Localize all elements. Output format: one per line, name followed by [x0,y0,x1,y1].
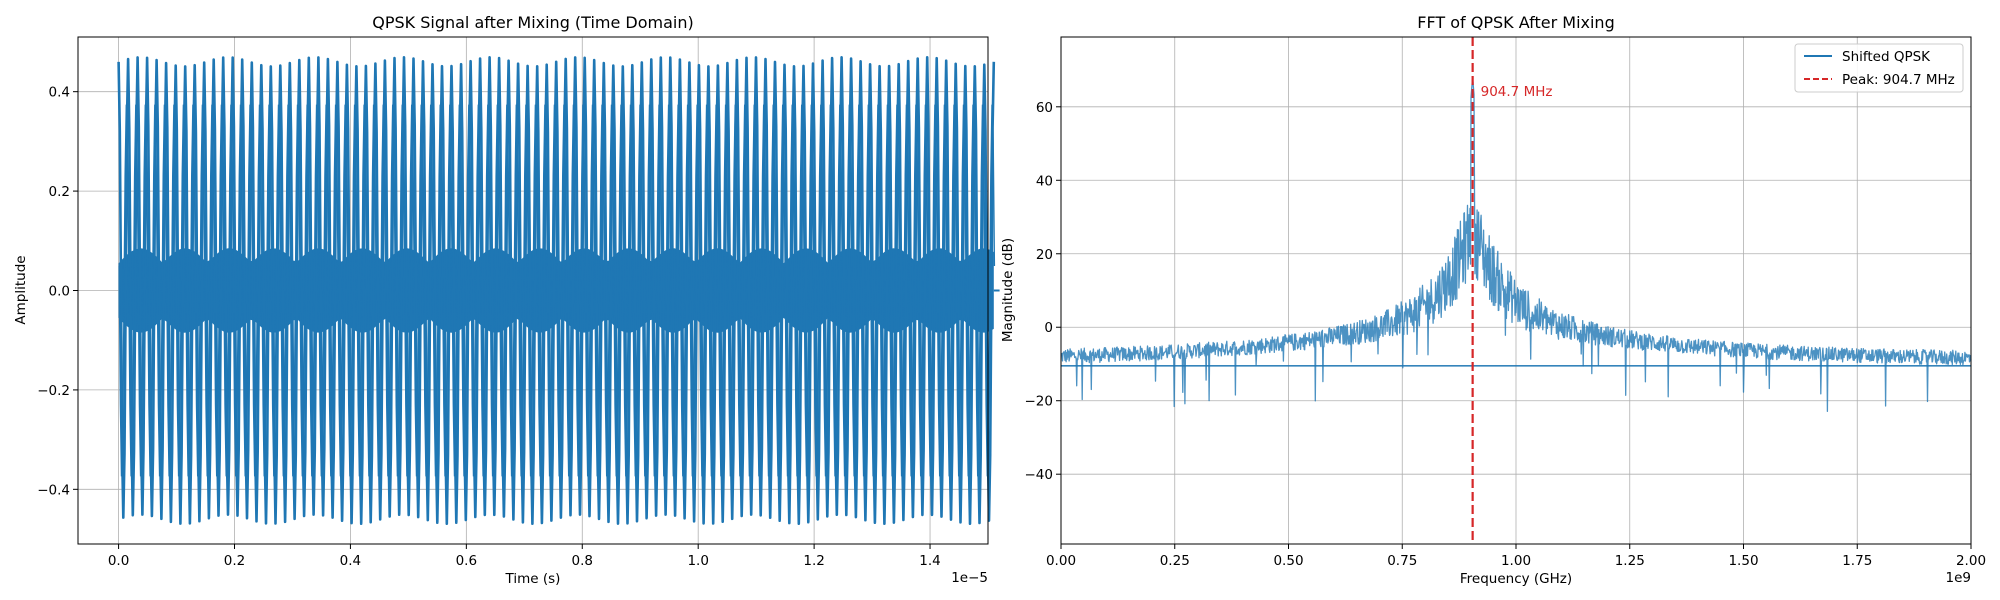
fft-chart: 904.7 MHz 0.00 0.25 0.50 0.75 1.00 1.25 1.50 1.… [1000,13,1986,587]
right-y-tick-label: −40 [1025,467,1054,483]
right-x-tick-label: 0.75 [1387,553,1417,569]
left-x-tick-label: 1.4 [919,553,940,569]
left-y-tick-label: 0.2 [49,184,70,200]
right-x-tick-label: 0.00 [1046,553,1076,569]
left-y-tick-label: 0.4 [49,85,70,101]
left-x-tick-label: 0.4 [340,553,361,569]
right-x-axis-label: Frequency (GHz) [1460,571,1572,587]
right-x-tick-label: 1.00 [1501,553,1531,569]
left-x-ticks: 0.0 0.2 0.4 0.6 0.8 1.0 1.2 1.4 [108,544,941,569]
left-x-tick-label: 0.6 [456,553,477,569]
right-y-tick-label: −20 [1025,394,1054,410]
left-x-tick-label: 0.8 [572,553,593,569]
right-fft-line [1060,78,1972,413]
left-x-tick-label: 1.0 [687,553,708,569]
right-x-ticks: 0.00 0.25 0.50 0.75 1.00 1.25 1.50 1.75 2.00 [1046,544,1986,569]
left-signal-series [117,56,1000,525]
peak-annotation: 904.7 MHz [1481,84,1553,100]
right-x-tick-label: 0.25 [1160,553,1190,569]
right-x-tick-label: 2.00 [1956,553,1986,569]
left-chart-title: QPSK Signal after Mixing (Time Domain) [372,13,694,32]
legend-entry-series: Shifted QPSK [1842,49,1931,65]
right-y-tick-label: 20 [1036,247,1053,263]
left-x-tick-label: 0.2 [224,553,245,569]
right-x-offset-label: 1e9 [1946,570,1971,586]
right-chart-title: FFT of QPSK After Mixing [1417,13,1614,32]
time-domain-chart: 0.0 0.2 0.4 0.6 0.8 1.0 1.2 1.4 −0.4−0.20.00.20… [13,13,1000,587]
legend-box [1794,43,1964,93]
right-x-tick-label: 1.50 [1728,553,1758,569]
right-x-tick-label: 0.50 [1273,553,1303,569]
right-y-tick-label: 40 [1036,173,1053,189]
left-y-axis-label: Amplitude [13,255,29,324]
right-fft-series [1060,78,1972,413]
left-signal-line [117,56,996,525]
left-x-tick-label: 1.2 [803,553,824,569]
right-grid [1060,37,1972,544]
left-y-tick-label: 0.0 [49,284,70,300]
left-y-tick-label: −0.2 [37,383,70,399]
legend-entry-peak: Peak: 904.7 MHz [1842,72,1955,88]
left-x-offset-label: 1e−5 [951,570,988,586]
right-y-tick-label: 0 [1044,320,1053,336]
left-y-tick-label: −0.4 [37,482,70,498]
left-signal-line-secondary [118,104,996,477]
right-x-tick-label: 1.75 [1842,553,1872,569]
right-y-ticks: −40 −20 0 20 40 60 [1025,100,1061,483]
right-x-tick-label: 1.25 [1615,553,1645,569]
left-y-ticks: −0.4 −0.2 0.0 0.2 0.4 [37,85,78,498]
left-x-axis-label: Time (s) [505,571,561,587]
left-x-tick-label: 0.0 [108,553,129,569]
legend: Shifted QPSK Peak: 904.7 MHz [1794,43,1964,93]
right-y-axis-label: Magnitude (dB) [1000,238,1016,342]
right-y-tick-label: 60 [1036,100,1053,116]
